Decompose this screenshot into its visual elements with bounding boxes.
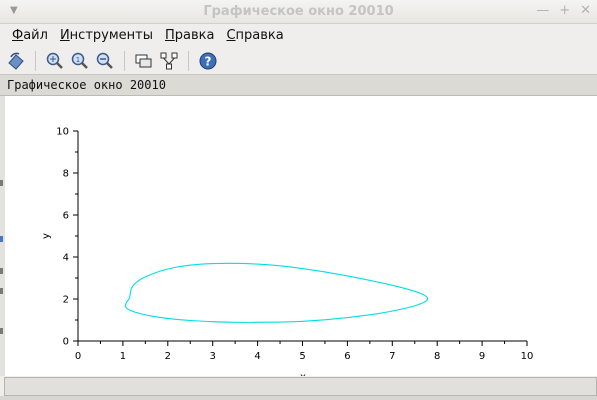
series-line (124, 262, 429, 323)
help-icon[interactable]: ? (197, 50, 219, 72)
x-tick-label: 9 (479, 351, 485, 362)
edge-mark (0, 180, 3, 186)
window-title: Графическое окно 20010 (203, 4, 394, 19)
axes: 0 1 2 3 4 5 6 7 8 9 10 0 2 4 6 8 10 x y (41, 127, 534, 384)
menu-edit[interactable]: Правка (164, 27, 215, 43)
x-tick-label: 2 (165, 351, 171, 362)
svg-text:1: 1 (76, 56, 80, 64)
x-tick-label: 10 (521, 351, 534, 362)
status-bar (4, 377, 597, 396)
y-tick-label: 4 (63, 253, 69, 264)
x-tick-label: 1 (120, 351, 126, 362)
toolbar: 1 ? (0, 47, 597, 74)
series-group (124, 262, 429, 323)
menu-file[interactable]: Файл (12, 27, 48, 43)
menu-help[interactable]: Справка (226, 27, 284, 43)
x-tick-label: 5 (299, 351, 305, 362)
window-controls: — + ✕ (536, 3, 591, 18)
y-tick-label: 6 (63, 211, 69, 222)
toolbar-separator (35, 50, 36, 71)
x-tick-label: 6 (344, 351, 350, 362)
toolbar-separator (124, 50, 125, 71)
toolbar-separator (188, 50, 189, 71)
window-left-edge (0, 96, 5, 376)
zoom-reset-icon[interactable]: 1 (69, 50, 91, 72)
edge-mark (0, 236, 3, 242)
y-tick-label: 2 (63, 295, 69, 306)
x-tick-label: 7 (389, 351, 395, 362)
zoom-area-icon[interactable] (44, 50, 66, 72)
graphic-canvas[interactable]: 0 1 2 3 4 5 6 7 8 9 10 0 2 4 6 8 10 x y (5, 96, 597, 384)
zoom-icon[interactable] (94, 50, 116, 72)
plot-area[interactable]: 0 1 2 3 4 5 6 7 8 9 10 0 2 4 6 8 10 x y (5, 96, 597, 384)
menu-tools[interactable]: Инструменты (59, 27, 153, 43)
x-tick-label: 3 (210, 351, 216, 362)
edge-mark (0, 328, 3, 334)
x-axis-label: x (300, 372, 306, 376)
maximize-icon[interactable]: + (559, 3, 571, 18)
x-tick-label: 4 (254, 351, 260, 362)
rotate-icon[interactable] (5, 50, 27, 72)
y-tick-label: 8 (63, 169, 69, 180)
menu-bar: Файл Инструменты Правка Справка (0, 24, 597, 46)
datatip-icon[interactable] (133, 50, 155, 72)
title-bar: ▼ Графическое окно 20010 — + ✕ (0, 0, 597, 24)
edge-mark (0, 288, 3, 294)
edit-tree-icon[interactable] (158, 50, 180, 72)
window-menu-icon[interactable]: ▼ (10, 5, 18, 16)
y-tick-label: 0 (63, 337, 69, 348)
edge-mark (0, 268, 3, 274)
x-tick-label: 8 (434, 351, 440, 362)
minimize-icon[interactable]: — (536, 3, 550, 18)
bottom-strip (0, 396, 597, 400)
figure-title: Графическое окно 20010 (0, 74, 597, 96)
y-axis-label: y (41, 233, 52, 239)
svg-text:?: ? (205, 54, 212, 68)
y-tick-label: 10 (56, 127, 69, 138)
close-icon[interactable]: ✕ (580, 3, 591, 18)
x-tick-label: 0 (75, 351, 81, 362)
